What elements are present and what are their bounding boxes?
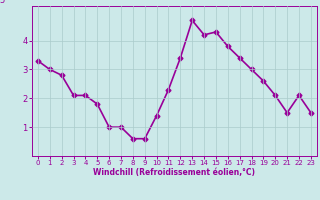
X-axis label: Windchill (Refroidissement éolien,°C): Windchill (Refroidissement éolien,°C) [93, 168, 255, 177]
Text: 5: 5 [0, 0, 4, 5]
